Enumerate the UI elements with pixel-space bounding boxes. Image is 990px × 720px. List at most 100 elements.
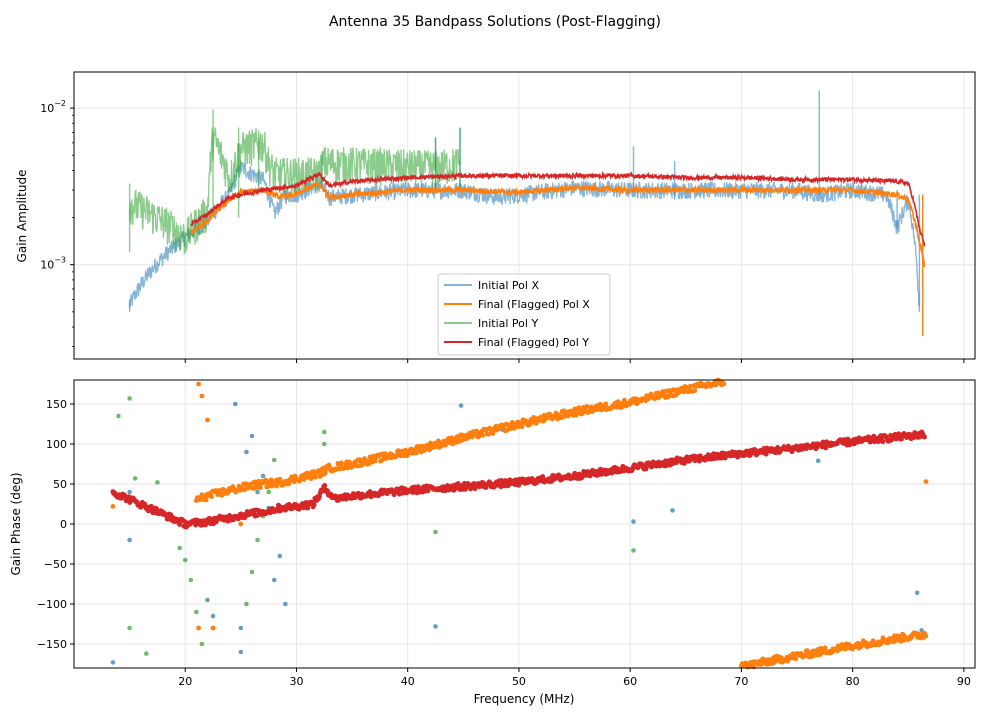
legend-label-pol-x-final: Final (Flagged) Pol X bbox=[478, 298, 590, 311]
ph-point-final-flagged-pol-x bbox=[413, 450, 419, 456]
ph-point-initial-pol-y bbox=[155, 480, 160, 485]
ph-point-initial-pol-y bbox=[631, 548, 636, 553]
ph-point-final-flagged-pol-y bbox=[425, 488, 431, 494]
ph-point-initial-pol-x bbox=[232, 401, 238, 407]
ph-xtick-label-40: 40 bbox=[401, 675, 415, 688]
ph-point-final-flagged-pol-x bbox=[771, 660, 777, 665]
ph-xtick-label-60: 60 bbox=[623, 675, 637, 688]
ph-point-initial-pol-x bbox=[277, 553, 283, 559]
ph-point-final-flagged-pol-x bbox=[835, 648, 840, 654]
ph-ytick-label-150: 150 bbox=[46, 398, 67, 411]
ph-point-final-flagged-pol-x bbox=[274, 483, 279, 489]
ph-point-final-flagged-pol-x bbox=[485, 431, 491, 437]
ph-point-initial-pol-y bbox=[127, 396, 132, 401]
ph-point-final-flagged-pol-y bbox=[177, 521, 183, 527]
ph-xtick-label-30: 30 bbox=[289, 675, 303, 688]
ph-point-final-flagged-pol-y bbox=[193, 522, 199, 528]
ph-point-initial-pol-y bbox=[255, 537, 260, 543]
amp-ytick-label-1: 10−3 bbox=[40, 256, 66, 272]
phase-xlabel: Frequency (MHz) bbox=[474, 692, 575, 706]
ph-point-final-flagged-pol-x bbox=[238, 521, 244, 527]
ph-point-final-flagged-pol-x bbox=[258, 485, 263, 491]
ph-point-final-flagged-pol-x bbox=[460, 432, 465, 438]
ph-point-final-flagged-pol-x bbox=[597, 401, 603, 407]
ph-point-initial-pol-y bbox=[177, 545, 182, 551]
amplitude-ylabel: Gain Amplitude bbox=[15, 170, 29, 263]
ph-point-initial-pol-x bbox=[914, 590, 920, 596]
ph-point-initial-pol-x bbox=[670, 508, 675, 513]
phase-series bbox=[110, 377, 929, 670]
ph-point-final-flagged-pol-y bbox=[305, 505, 311, 511]
ph-point-final-flagged-pol-x bbox=[765, 661, 771, 667]
ph-ytick-label-50: 50 bbox=[53, 478, 67, 491]
ph-point-final-flagged-pol-y bbox=[823, 445, 829, 451]
ph-point-final-flagged-pol-x bbox=[751, 664, 757, 670]
ph-point-final-flagged-pol-x bbox=[621, 397, 627, 403]
ph-point-initial-pol-y bbox=[249, 569, 255, 575]
ph-point-final-flagged-pol-y bbox=[609, 470, 615, 476]
amplitude-grid bbox=[74, 72, 975, 359]
amplitude-panel: 10−2 10−3 Gain Amplitude Initial Pol X Fi… bbox=[15, 71, 976, 363]
ph-point-final-flagged-pol-y bbox=[875, 438, 881, 444]
amp-ytick-label-0: 10−2 bbox=[40, 99, 66, 115]
amplitude-series bbox=[128, 90, 926, 337]
ph-xtick-label-90: 90 bbox=[957, 675, 971, 688]
ph-point-final-flagged-pol-x bbox=[584, 404, 590, 409]
amp-series-final-flagged-pol-y bbox=[190, 170, 926, 247]
ph-point-final-flagged-pol-x bbox=[922, 630, 928, 636]
ph-point-initial-pol-y bbox=[321, 429, 327, 435]
ph-point-initial-pol-x bbox=[271, 577, 277, 583]
ph-point-final-flagged-pol-y bbox=[922, 434, 927, 440]
ph-point-initial-pol-y bbox=[194, 609, 199, 615]
legend-label-pol-x-initial: Initial Pol X bbox=[478, 279, 539, 292]
ph-point-initial-pol-y bbox=[266, 489, 271, 495]
ph-point-initial-pol-x bbox=[815, 458, 821, 464]
ph-xtick-label-20: 20 bbox=[178, 675, 192, 688]
ph-point-final-flagged-pol-x bbox=[793, 656, 799, 662]
ph-point-initial-pol-x bbox=[127, 537, 132, 543]
ph-point-initial-pol-y bbox=[182, 557, 188, 563]
ph-point-final-flagged-pol-x bbox=[210, 625, 216, 631]
ph-point-initial-pol-x bbox=[255, 489, 260, 495]
ph-point-final-flagged-pol-y bbox=[684, 454, 690, 460]
ph-point-initial-pol-x bbox=[205, 597, 210, 603]
ph-point-initial-pol-x bbox=[238, 625, 244, 631]
ph-point-initial-pol-y bbox=[127, 625, 132, 631]
phase-panel: 20 30 40 50 60 70 80 90 −150 −100 −50 0 50 100 150 Gai… bbox=[9, 377, 976, 706]
ph-point-final-flagged-pol-y bbox=[735, 454, 741, 460]
phase-ticks: 20 30 40 50 60 70 80 90 −150 −100 −50 0 50 100 150 bbox=[37, 398, 971, 688]
amplitude-axes-frame bbox=[73, 71, 976, 360]
ph-point-final-flagged-pol-x bbox=[921, 635, 927, 640]
ph-xtick-label-50: 50 bbox=[512, 675, 526, 688]
ph-ytick-label-100: 100 bbox=[46, 438, 67, 451]
ph-point-final-flagged-pol-x bbox=[743, 660, 749, 666]
ph-point-final-flagged-pol-x bbox=[683, 384, 689, 390]
ph-point-initial-pol-y bbox=[321, 441, 327, 447]
ph-point-final-flagged-pol-x bbox=[923, 479, 929, 484]
ph-point-final-flagged-pol-x bbox=[254, 485, 260, 490]
ph-point-initial-pol-y bbox=[244, 601, 249, 607]
ph-point-final-flagged-pol-y bbox=[763, 451, 769, 457]
ph-point-initial-pol-x bbox=[238, 649, 244, 655]
ph-point-final-flagged-pol-x bbox=[822, 645, 828, 651]
phase-grid bbox=[74, 380, 975, 668]
ph-point-final-flagged-pol-x bbox=[209, 494, 214, 499]
ph-point-final-flagged-pol-y bbox=[322, 482, 328, 488]
ph-point-final-flagged-pol-x bbox=[196, 625, 201, 631]
ph-point-initial-pol-x bbox=[249, 433, 255, 439]
ph-point-initial-pol-y bbox=[116, 413, 121, 419]
ph-point-initial-pol-x bbox=[110, 660, 116, 665]
legend-label-pol-y-final: Final (Flagged) Pol Y bbox=[478, 336, 589, 349]
ph-series-final-flagged-pol-y bbox=[110, 429, 927, 530]
ph-point-initial-pol-y bbox=[199, 641, 205, 647]
ph-point-final-flagged-pol-x bbox=[692, 388, 698, 394]
legend-box bbox=[437, 273, 611, 356]
figure-title: Antenna 35 Bandpass Solutions (Post-Flag… bbox=[329, 14, 661, 30]
ph-ytick-label--150: −150 bbox=[37, 638, 67, 651]
ph-xtick-label-70: 70 bbox=[734, 675, 748, 688]
legend-label-pol-y-initial: Initial Pol Y bbox=[478, 317, 538, 330]
ph-point-initial-pol-x bbox=[433, 624, 438, 629]
ph-point-final-flagged-pol-y bbox=[505, 483, 511, 489]
ph-ytick-label--50: −50 bbox=[44, 558, 67, 571]
ph-point-final-flagged-pol-x bbox=[347, 459, 352, 465]
